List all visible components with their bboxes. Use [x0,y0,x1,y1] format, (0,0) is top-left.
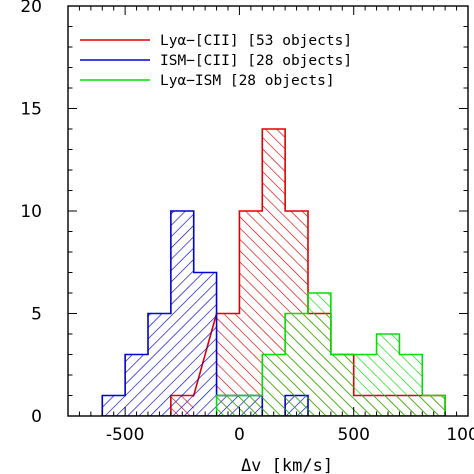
bar-series-2-bin--500 [125,354,148,416]
outline-series-3 [215,292,446,416]
x-axis-label: Δv [km/s] [241,456,333,474]
bar-series-2-bin--400 [148,313,171,416]
bar-series-2-bin--200 [193,272,217,416]
bar-series-3-bin-700 [399,354,423,416]
bar-series-1-bin-0 [239,211,263,416]
histogram-bars [101,128,446,416]
bar-series-3-bin-500 [353,354,377,416]
x-tick-label: 0 [234,425,245,445]
bar-series-1-bin-100 [262,129,286,416]
bar-series-3-bin-0 [239,395,263,416]
x-tick-label: -500 [106,425,145,445]
bar-series-1-bin--100 [216,313,240,416]
bar-series-3-bin-100 [262,354,286,416]
legend-label-3: Lyα−ISM [28 objects] [160,73,335,89]
legend: Lyα−[CII] [53 objects] ISM−[CII] [28 obje… [80,33,352,89]
bar-series-3-bin-400 [330,354,354,416]
bar-series-3-bin-300 [308,293,331,416]
y-tick-label: 20 [20,0,42,17]
y-tick-label: 5 [31,305,42,325]
bar-series-2-bin--300 [170,211,194,416]
bar-series-3-bin--100 [216,395,240,416]
x-tick-label: 500 [337,425,369,445]
bar-series-2-bin--600 [102,395,126,416]
y-tick-label: 15 [20,100,42,120]
legend-label-2: ISM−[CII] [28 objects] [160,53,352,69]
series-2 [101,210,309,416]
bar-series-3-bin-600 [376,334,400,416]
y-tick-label: 10 [20,202,42,222]
series-3 [215,292,446,416]
legend-label-1: Lyα−[CII] [53 objects] [160,33,352,49]
bar-series-3-bin-200 [285,313,308,416]
bar-series-3-bin-800 [422,395,446,416]
y-tick-label: 0 [31,407,42,427]
